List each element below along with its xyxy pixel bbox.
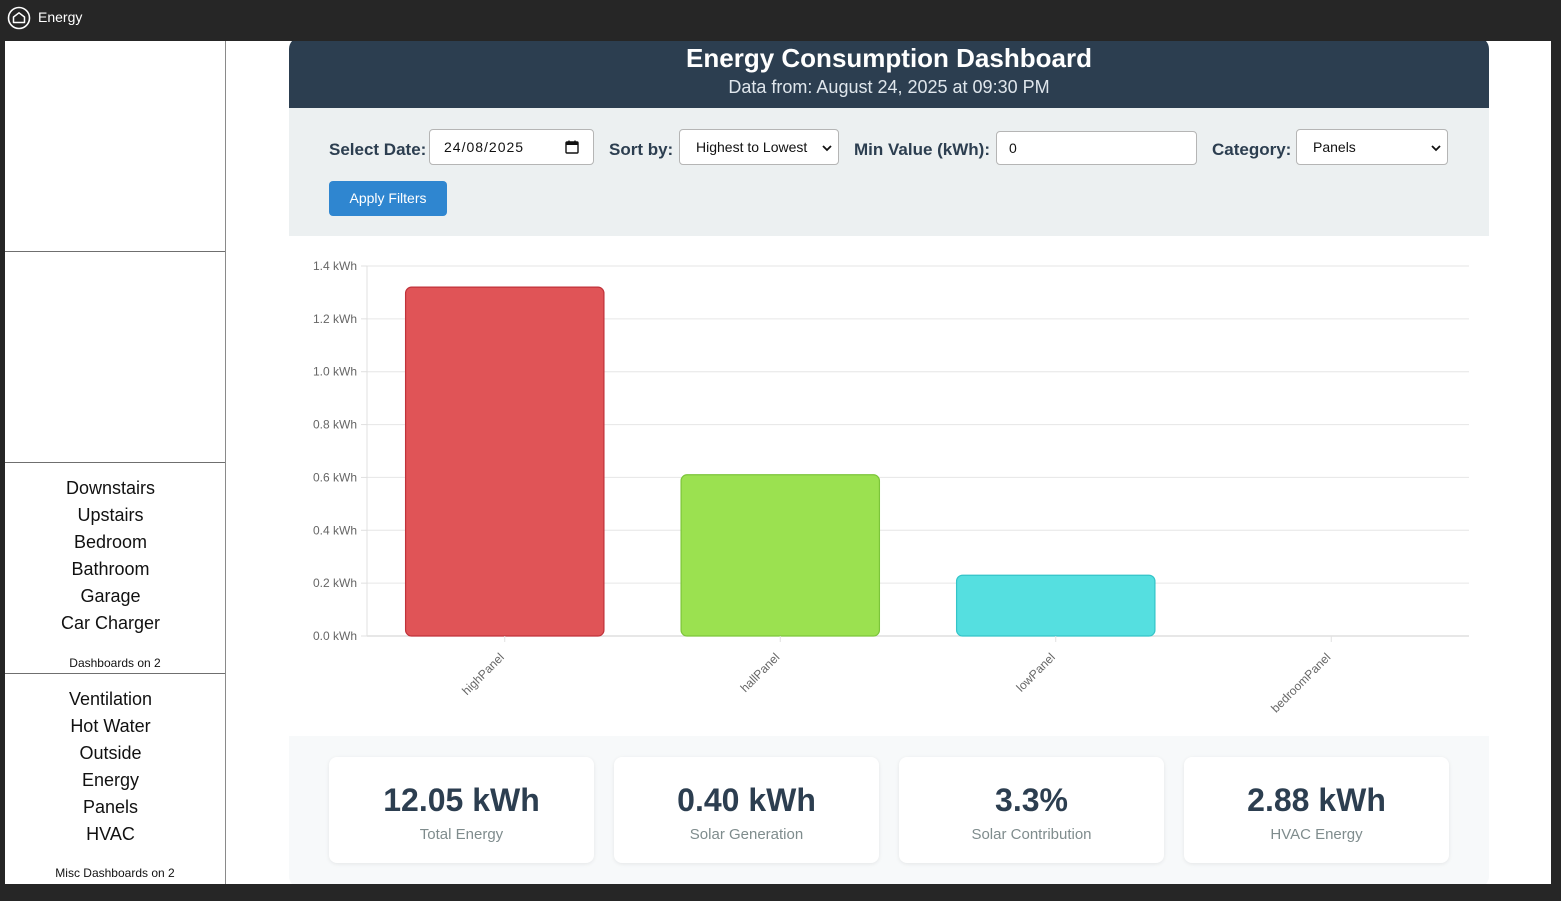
y-tick-label: 1.2 kWh xyxy=(313,312,357,326)
sidebar-item-ventilation[interactable]: Ventilation xyxy=(68,689,153,709)
y-tick-label: 0.2 kWh xyxy=(313,576,357,590)
min-value: 0 xyxy=(1009,140,1017,156)
category-value: Panels xyxy=(1313,139,1356,155)
min-value-input[interactable]: 0 xyxy=(996,131,1197,165)
sidebar-item-car-charger[interactable]: Car Charger xyxy=(60,613,161,633)
date-value: 24/08/2025 xyxy=(444,139,525,155)
stat-card-total-energy: 12.05 kWh Total Energy xyxy=(329,757,594,863)
sort-value: Highest to Lowest xyxy=(696,139,808,155)
energy-bar-chart: 0.0 kWh 0.2 kWh 0.4 kWh 0.6 kWh 0.8 kWh 1.0 k… xyxy=(313,259,1469,715)
dashboard-container: Energy Consumption Dashboard Data from: … xyxy=(289,41,1489,884)
sidebar-caption-dashboards: Dashboards on 2 xyxy=(69,656,161,670)
x-tick-label: bedroomPanel xyxy=(1268,650,1333,715)
sort-select[interactable]: Highest to Lowest xyxy=(679,129,839,165)
x-tick-label: lowPanel xyxy=(1014,650,1058,694)
sidebar-caption-misc: Misc Dashboards on 2 xyxy=(55,866,175,880)
date-input[interactable]: 24/08/2025 xyxy=(429,129,594,165)
sidebar-empty-panel-1 xyxy=(5,41,225,252)
stat-card-solar-generation: 0.40 kWh Solar Generation xyxy=(614,757,879,863)
title-bar: Energy xyxy=(0,0,1561,35)
bar-hallPanel xyxy=(680,474,881,637)
category-label: Category: xyxy=(1212,140,1292,159)
stat-label: Solar Generation xyxy=(689,826,804,843)
sidebar-dashboards-panel: Downstairs Upstairs Bedroom Bathroom Gar… xyxy=(5,463,225,674)
page-title: Energy Consumption Dashboard xyxy=(686,43,1092,73)
bar-highPanel xyxy=(404,286,605,637)
sidebar-empty-panel-2 xyxy=(5,252,225,463)
y-tick-label: 0.4 kWh xyxy=(313,523,357,537)
sidebar-item-energy[interactable]: Energy xyxy=(81,770,140,790)
calendar-icon[interactable] xyxy=(565,140,579,154)
sidebar-item-upstairs[interactable]: Upstairs xyxy=(77,505,144,525)
sort-label: Sort by: xyxy=(609,140,674,159)
home-icon[interactable] xyxy=(7,6,31,30)
window-title: Energy xyxy=(38,9,83,25)
stat-label: HVAC Energy xyxy=(1270,826,1363,843)
stat-label: Total Energy xyxy=(419,826,504,843)
sidebar-item-downstairs[interactable]: Downstairs xyxy=(65,478,156,498)
sidebar-item-hot-water[interactable]: Hot Water xyxy=(70,716,151,736)
stat-label: Solar Contribution xyxy=(971,826,1092,843)
filter-bar: Select Date: 24/08/2025 Sort by: Highest… xyxy=(289,108,1489,236)
sidebar: Downstairs Upstairs Bedroom Bathroom Gar… xyxy=(5,41,226,884)
sidebar-item-garage[interactable]: Garage xyxy=(80,586,141,606)
chevron-down-icon xyxy=(822,145,832,152)
stat-value: 2.88 kWh xyxy=(1247,782,1386,818)
stat-value: 0.40 kWh xyxy=(677,782,816,818)
y-tick-label: 1.4 kWh xyxy=(313,259,357,273)
sidebar-misc-panel: Ventilation Hot Water Outside Energy Pan… xyxy=(5,674,225,884)
dashboard-header: Energy Consumption Dashboard Data from: … xyxy=(289,41,1489,108)
stat-value: 12.05 kWh xyxy=(383,782,540,818)
stat-value: 3.3% xyxy=(995,782,1068,818)
category-select[interactable]: Panels xyxy=(1296,129,1448,165)
min-value-label: Min Value (kWh): xyxy=(854,140,990,159)
sidebar-item-bedroom[interactable]: Bedroom xyxy=(73,532,148,552)
y-tick-label: 0.6 kWh xyxy=(313,470,357,484)
y-tick-label: 0.0 kWh xyxy=(313,629,357,643)
x-tick-label: hallPanel xyxy=(738,650,783,695)
date-label: Select Date: xyxy=(329,140,427,159)
stat-card-hvac-energy: 2.88 kWh HVAC Energy xyxy=(1184,757,1449,863)
bar-lowPanel xyxy=(955,574,1156,637)
sidebar-item-bathroom[interactable]: Bathroom xyxy=(71,559,150,579)
sidebar-item-hvac[interactable]: HVAC xyxy=(86,824,135,844)
y-tick-label: 1.0 kWh xyxy=(313,365,357,379)
y-tick-label: 0.8 kWh xyxy=(313,418,357,432)
apply-filters-button[interactable]: Apply Filters xyxy=(329,181,447,216)
stats-row: 12.05 kWh Total Energy 0.40 kWh Solar Ge… xyxy=(289,736,1489,884)
sidebar-item-panels[interactable]: Panels xyxy=(82,797,139,817)
main-content[interactable]: Energy Consumption Dashboard Data from: … xyxy=(226,41,1551,884)
chart-area: 0.0 kWh 0.2 kWh 0.4 kWh 0.6 kWh 0.8 kWh 1.0 k… xyxy=(289,236,1489,736)
x-tick-label: highPanel xyxy=(459,650,507,698)
chevron-down-icon xyxy=(1431,145,1441,152)
page-subtitle: Data from: August 24, 2025 at 09:30 PM xyxy=(728,77,1050,97)
sidebar-item-outside[interactable]: Outside xyxy=(79,743,142,763)
stat-card-solar-contribution: 3.3% Solar Contribution xyxy=(899,757,1164,863)
